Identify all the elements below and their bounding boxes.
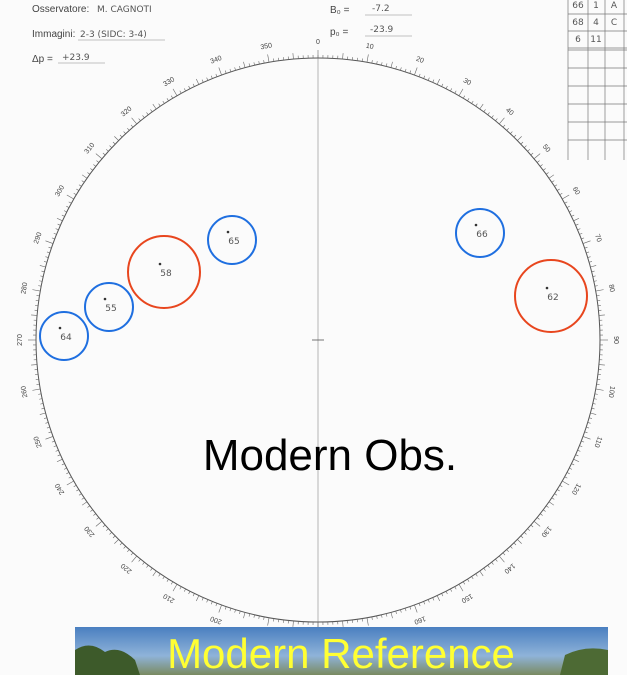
- spot-dot: [159, 263, 162, 266]
- dial-label: 90: [612, 336, 619, 344]
- dial-label: 270: [17, 334, 24, 346]
- paper: [0, 0, 627, 675]
- solar-drawing: 0102030405060708090100110120130140150160…: [0, 0, 627, 675]
- dial-label: 0: [316, 39, 320, 46]
- caption: Modern Obs.: [203, 431, 457, 480]
- page: {"header": {"observer_label": "Osservato…: [0, 0, 627, 675]
- group-number: 55: [105, 304, 116, 314]
- images: 2-3 (SIDC: 3-4): [80, 30, 147, 40]
- spot-dot: [475, 224, 478, 227]
- spot-dot: [59, 327, 62, 330]
- b0: -7.2: [372, 4, 390, 14]
- spot-dot: [104, 298, 107, 301]
- p0: -23.9: [370, 25, 394, 35]
- dial-label: 10: [365, 43, 374, 51]
- group-number: 62: [547, 293, 558, 303]
- table-cell: 11: [590, 35, 601, 45]
- group-number: 66: [476, 230, 488, 240]
- dp-label: Δp =: [32, 54, 53, 65]
- banner-text: Modern Reference: [167, 630, 515, 675]
- observer-label: Osservatore:: [32, 4, 89, 15]
- table-cell: 1: [593, 1, 599, 11]
- table-cell: C: [611, 18, 617, 28]
- table-cell: 68: [572, 18, 584, 28]
- group-number: 65: [228, 237, 239, 247]
- table-cell: 6: [575, 35, 581, 45]
- table-cell: A: [611, 1, 618, 11]
- table-cell: 66: [572, 1, 584, 11]
- spot-dot: [227, 231, 230, 234]
- observer: M. CAGNOTI: [97, 5, 152, 15]
- p0-label: p₀ =: [330, 27, 348, 38]
- spot-dot: [546, 287, 549, 290]
- group-number: 64: [60, 333, 72, 343]
- dial-label: 80: [607, 284, 615, 293]
- b0-label: B₀ =: [330, 5, 350, 16]
- images-label: Immagini:: [32, 29, 75, 40]
- group-number: 58: [160, 269, 172, 279]
- table-cell: 4: [593, 18, 599, 28]
- dp: +23.9: [62, 53, 90, 63]
